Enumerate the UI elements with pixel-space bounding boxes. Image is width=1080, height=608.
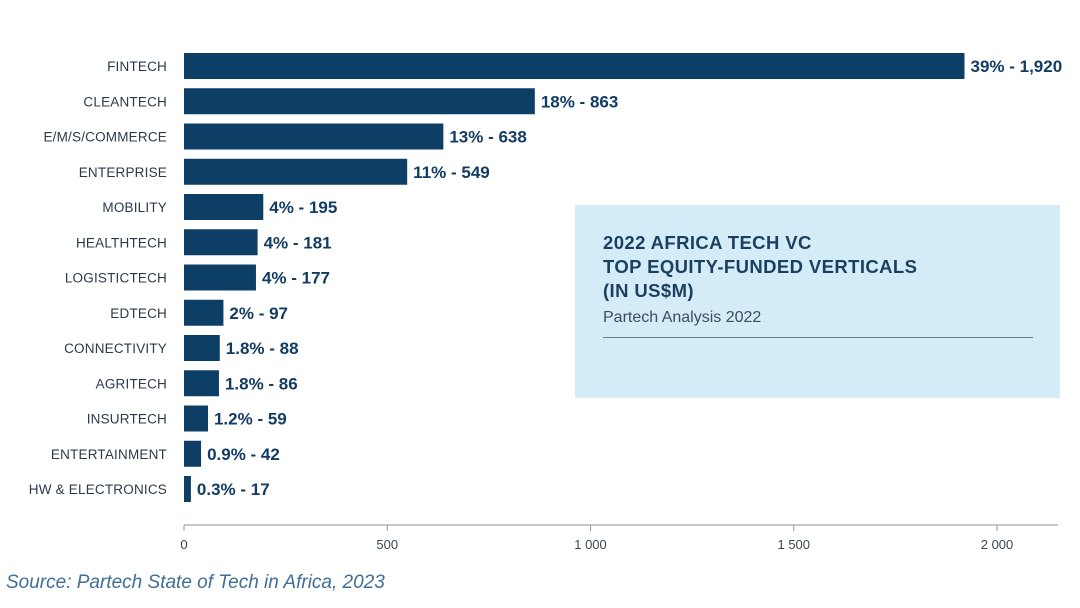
info-divider — [603, 337, 1033, 338]
x-tick-label: 500 — [376, 537, 398, 552]
bar — [184, 440, 202, 467]
category-label: CONNECTIVITY — [64, 341, 167, 356]
data-label: 1.8% - 88 — [226, 339, 299, 358]
category-label: EDTECH — [110, 306, 167, 321]
x-tick-label: 1 000 — [574, 537, 607, 552]
chart-title-line-2: TOP EQUITY-FUNDED VERTICALS — [603, 256, 918, 277]
category-label: CLEANTECH — [83, 94, 167, 109]
category-label: E/M/S/COMMERCE — [43, 130, 167, 145]
chart-title-line-3: (IN US$M) — [603, 280, 694, 301]
category-label: FINTECH — [107, 59, 167, 74]
x-tick-label: 1 500 — [777, 537, 810, 552]
bar — [184, 123, 444, 150]
bar — [184, 194, 264, 220]
data-label: 18% - 863 — [541, 92, 619, 111]
data-label: 39% - 1,920 — [971, 57, 1063, 76]
chart-info-box: 2022 AFRICA TECH VC TOP EQUITY-FUNDED VE… — [575, 205, 1060, 398]
bar — [184, 158, 408, 185]
x-tick-label: 0 — [180, 537, 187, 552]
bar — [184, 264, 256, 291]
category-label: LOGISTICTECH — [65, 271, 167, 286]
data-label: 2% - 97 — [229, 304, 288, 323]
chart-title-line-1: 2022 AFRICA TECH VC — [603, 232, 812, 253]
chart-subtitle: Partech Analysis 2022 — [603, 309, 762, 326]
category-label: ENTERPRISE — [79, 165, 167, 180]
category-label: MOBILITY — [102, 200, 167, 215]
bar — [184, 53, 965, 79]
chart-title: 2022 AFRICA TECH VC TOP EQUITY-FUNDED VE… — [603, 231, 1043, 303]
category-label: HEALTHTECH — [76, 235, 167, 250]
data-label: 4% - 181 — [264, 233, 332, 252]
bar — [184, 405, 208, 432]
category-label: ENTERTAINMENT — [51, 447, 167, 462]
bar — [184, 476, 191, 502]
data-label: 0.9% - 42 — [207, 445, 280, 464]
bar — [184, 299, 224, 326]
bar — [184, 370, 219, 397]
data-label: 1.2% - 59 — [214, 410, 287, 429]
x-tick-label: 2 000 — [981, 537, 1014, 552]
data-label: 1.8% - 86 — [225, 374, 298, 393]
data-label: 11% - 549 — [413, 163, 490, 182]
data-label: 0.3% - 17 — [197, 480, 270, 499]
data-label: 13% - 638 — [449, 128, 527, 147]
category-label: AGRITECH — [96, 376, 167, 391]
bar — [184, 229, 258, 256]
bar — [184, 88, 535, 115]
category-label: HW & ELECTRONICS — [29, 482, 167, 497]
source-note: Source: Partech State of Tech in Africa,… — [6, 572, 385, 593]
data-label: 4% - 177 — [262, 269, 330, 288]
bar — [184, 335, 220, 361]
data-label: 4% - 195 — [269, 198, 337, 217]
category-label: INSURTECH — [87, 412, 167, 427]
